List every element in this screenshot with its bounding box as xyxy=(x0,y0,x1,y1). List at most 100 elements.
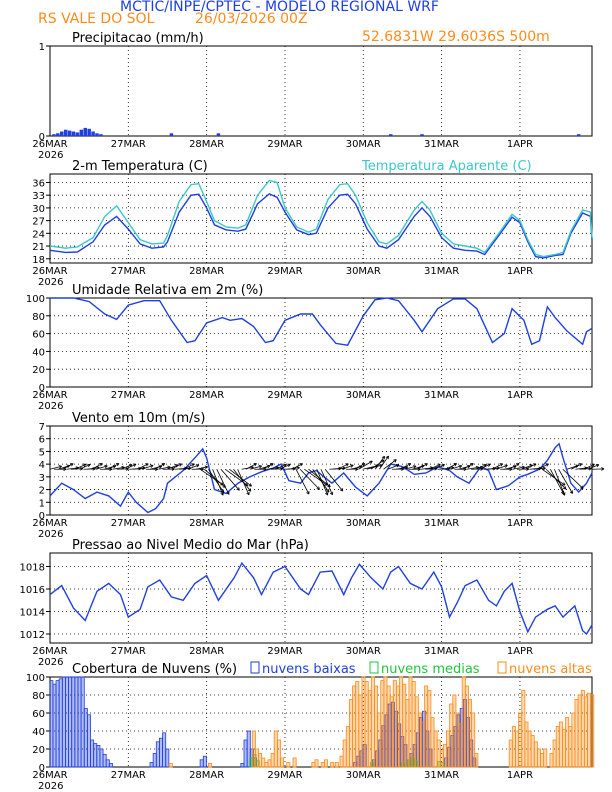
wind-x-year-label: 2026 xyxy=(38,529,63,540)
wind-arrow-head xyxy=(236,487,240,491)
wind-arrow-head xyxy=(270,463,274,467)
clouds-bar xyxy=(258,753,263,768)
wind-arrow-head xyxy=(499,463,503,467)
clouds-bar xyxy=(355,681,360,768)
clouds-bar xyxy=(264,762,269,768)
clouds-y-tick-label: 60 xyxy=(32,709,45,720)
wind-y-tick-label: 5 xyxy=(39,447,45,458)
wind-arrow-head xyxy=(326,488,330,493)
clouds-x-year-label: 2026 xyxy=(38,781,63,792)
clouds-bar xyxy=(71,676,76,768)
clouds-bar xyxy=(583,696,588,768)
clouds-bar xyxy=(395,685,400,768)
wind-x-tick-label: 1APR xyxy=(507,518,533,529)
wind-arrow-head xyxy=(248,483,252,487)
precip-bar xyxy=(52,134,56,136)
wind-arrow xyxy=(166,464,179,470)
precip-bar xyxy=(56,133,60,136)
precip-x-tick-label: 31MAR xyxy=(424,139,459,150)
precip-y-tick-label: 0 xyxy=(39,132,45,143)
precip-bar xyxy=(91,131,95,136)
clouds-y-tick-label: 0 xyxy=(39,763,45,774)
precip-bar xyxy=(169,133,174,136)
clouds-bar xyxy=(240,763,245,768)
wind-arrow xyxy=(204,468,226,488)
rh-series-line xyxy=(50,297,593,346)
clouds-bar xyxy=(427,690,432,768)
rh-x-tick-label: 1APR xyxy=(507,390,533,401)
clouds-bar xyxy=(455,712,460,768)
clouds-bar xyxy=(370,676,375,768)
wind-arrow xyxy=(400,463,411,470)
clouds-bar xyxy=(102,754,107,768)
clouds-bar xyxy=(348,699,353,768)
clouds-bar xyxy=(162,732,167,768)
clouds-bar xyxy=(389,696,394,768)
clouds-bar xyxy=(518,712,523,768)
clouds-bar xyxy=(421,721,426,768)
wind-arrow xyxy=(183,463,195,470)
wind-arrow xyxy=(245,463,257,470)
clouds-bar xyxy=(90,739,95,768)
wind-arrow-head xyxy=(424,463,428,467)
pressure-y-tick-label: 1012 xyxy=(20,630,45,641)
wind-arrow xyxy=(558,469,573,494)
wind-arrow-head xyxy=(350,464,354,468)
wind-arrow-head xyxy=(562,486,567,490)
wind-arrow xyxy=(170,463,182,470)
clouds-bar xyxy=(552,739,557,768)
temp-y-tick-label: 33 xyxy=(32,191,45,202)
wind-arrow xyxy=(358,460,373,470)
wind-arrow xyxy=(66,467,79,470)
temp-y-tick-label: 18 xyxy=(32,255,45,266)
temp-x-tick-label: 26MAR xyxy=(32,266,67,277)
clouds-bar xyxy=(392,680,397,768)
wind-arrow-head xyxy=(569,490,573,494)
precip-x-year-label: 2026 xyxy=(38,150,63,161)
clouds-bar xyxy=(286,762,291,768)
wind-arrow xyxy=(79,464,91,470)
clouds-bar xyxy=(377,712,382,768)
clouds-bar xyxy=(108,763,113,768)
rh-y-tick-label: 40 xyxy=(32,347,45,358)
temp-series-line xyxy=(49,179,593,258)
wind-arrow xyxy=(216,469,230,495)
rh-title: Umidade Relativa em 2m (%) xyxy=(72,283,263,298)
wind-arrow xyxy=(570,463,583,470)
clouds-bar xyxy=(521,690,526,768)
rh-x-tick-label: 26MAR xyxy=(32,390,67,401)
wind-arrow xyxy=(212,469,224,496)
wind-arrow xyxy=(62,463,74,470)
temp-y-tick-label: 36 xyxy=(32,178,45,189)
clouds-bar xyxy=(452,694,457,768)
wind-arrow xyxy=(504,466,517,470)
wind-arrow xyxy=(587,464,600,470)
wind-y-tick-label: 6 xyxy=(39,435,45,446)
wind-arrow-head xyxy=(369,460,373,464)
wind-arrow-head xyxy=(339,487,344,492)
clouds-x-tick-label: 31MAR xyxy=(424,770,459,781)
precip-bar xyxy=(99,134,103,136)
clouds-bar xyxy=(155,741,160,768)
clouds-bar xyxy=(314,759,319,768)
clouds-bar xyxy=(399,676,404,768)
clouds-bar xyxy=(105,759,110,768)
clouds-title: Cobertura de Nuvens (%) xyxy=(72,662,237,677)
clouds-bar xyxy=(414,696,419,768)
clouds-bar xyxy=(207,763,212,768)
rh-x-tick-label: 29MAR xyxy=(267,390,302,401)
wind-arrow-head xyxy=(283,463,287,468)
clouds-bar xyxy=(530,735,535,768)
wind-arrow-head xyxy=(561,482,566,486)
wind-arrow-head xyxy=(246,491,250,496)
clouds-bar xyxy=(527,730,532,768)
wind-arrow xyxy=(208,469,225,493)
pressure-x-tick-label: 26MAR xyxy=(32,646,67,657)
wind-arrow-head xyxy=(407,463,412,467)
wind-arrow xyxy=(291,463,303,470)
precip-bar xyxy=(388,134,393,136)
clouds-bar xyxy=(380,680,385,768)
precip-x-tick-label: 29MAR xyxy=(267,139,302,150)
wind-arrow-head xyxy=(591,463,595,467)
clouds-bar xyxy=(165,748,170,768)
